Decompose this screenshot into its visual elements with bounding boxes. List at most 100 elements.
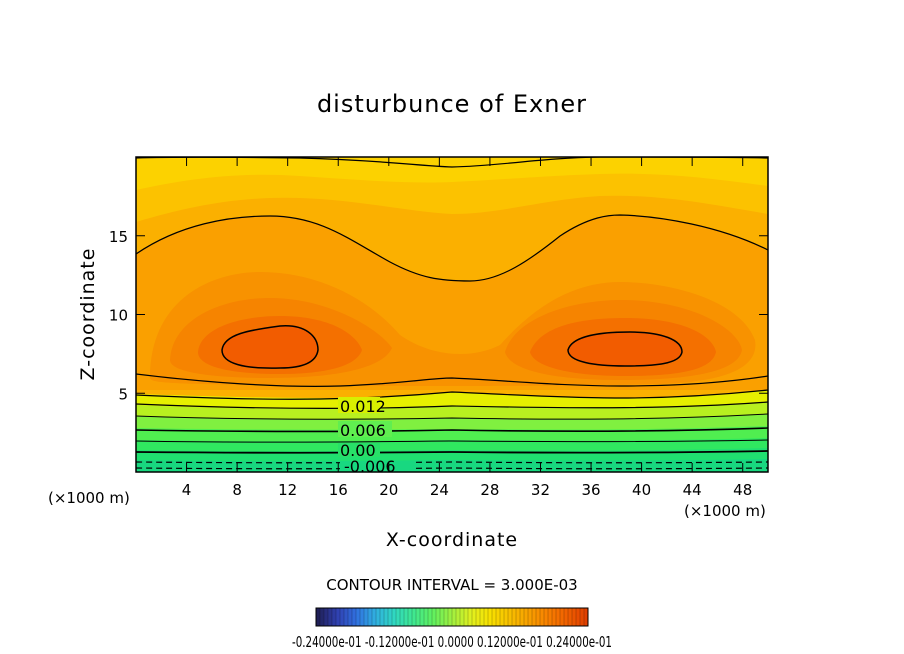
colorbar-swatch-15 (376, 608, 381, 626)
x-tick-label-48: 48 (733, 481, 752, 499)
colorbar-swatch-66 (580, 608, 585, 626)
contour-line-lower-2 (136, 389, 768, 400)
colorbar-swatch-63 (568, 608, 573, 626)
contour-field (136, 157, 768, 472)
colorbar-swatch-49 (512, 608, 517, 626)
colorbar-swatch-9 (352, 608, 357, 626)
y-axis: 5 10 15 (109, 228, 768, 403)
max-center-left (222, 325, 318, 369)
colorbar-swatch-13 (368, 608, 373, 626)
contour-line-000 (136, 450, 768, 454)
contour-label-0012: 0.012 (340, 397, 386, 416)
colorbar-swatch-46 (500, 608, 505, 626)
colorbar-swatch-52 (524, 608, 529, 626)
x-tick-label-36: 36 (581, 481, 600, 499)
colorbar-swatch-7 (344, 608, 349, 626)
colorbar-swatch-26 (420, 608, 425, 626)
colorbar-swatch-65 (576, 608, 581, 626)
colorbar-swatch-44 (492, 608, 497, 626)
x-tick-label-20: 20 (379, 481, 398, 499)
x-tick-label-24: 24 (430, 481, 449, 499)
colorbar-swatch-10 (356, 608, 361, 626)
x-tick-label-44: 44 (683, 481, 702, 499)
colorbar-swatch-40 (476, 608, 481, 626)
colorbar-swatch-25 (416, 608, 421, 626)
y-tick-label-10: 10 (109, 307, 128, 325)
colorbar-swatch-62 (564, 608, 569, 626)
colorbar-swatch-60 (556, 608, 561, 626)
contour-line-mid (136, 413, 768, 420)
colorbar-swatch-34 (452, 608, 457, 626)
colorbar-swatch-56 (540, 608, 545, 626)
contour-line-max-right (567, 331, 683, 367)
colorbar-swatch-33 (448, 608, 453, 626)
colorbar-swatch-28 (428, 608, 433, 626)
x-tick-label-28: 28 (480, 481, 499, 499)
colorbar-swatch-1 (320, 608, 325, 626)
colorbar-swatch-57 (544, 608, 549, 626)
colorbar-swatch-47 (504, 608, 509, 626)
colorbar-swatch-12 (364, 608, 369, 626)
colorbar-swatch-50 (516, 608, 521, 626)
colorbar-swatch-42 (484, 608, 489, 626)
colorbar-swatch-4 (332, 608, 337, 626)
colorbar-swatch-22 (404, 608, 409, 626)
x-tick-label-16: 16 (329, 481, 348, 499)
x-unit-right: (×1000 m) (684, 502, 766, 520)
contour-label-0006: 0.006 (340, 421, 386, 440)
colorbar-swatch-58 (548, 608, 553, 626)
colorbar-swatch-31 (440, 608, 445, 626)
colorbar-swatch-24 (412, 608, 417, 626)
colorbar-swatch-14 (372, 608, 377, 626)
x-tick-label-12: 12 (278, 481, 297, 499)
colorbar-swatch-2 (324, 608, 329, 626)
x-axis-label: X-coordinate (386, 529, 518, 551)
colorbar-swatch-43 (488, 608, 493, 626)
x-tick-label-40: 40 (632, 481, 651, 499)
contour-labels: 0.012 0.006 0.00 -0.006 (338, 397, 412, 476)
y-axis-label: Z-coordinate (77, 248, 99, 381)
contour-label-neg0006: -0.006 (344, 457, 396, 476)
colorbar-swatch-16 (380, 608, 385, 626)
colorbar-swatch-20 (396, 608, 401, 626)
contour-line-neg-0006 (136, 467, 768, 470)
colorbar-swatch-11 (360, 608, 365, 626)
y-tick-label-5: 5 (118, 385, 128, 403)
contour-lines (136, 157, 768, 470)
x-axis: 4 8 12 16 20 24 28 32 36 40 44 48 (182, 157, 752, 499)
contour-line-0012 (136, 401, 768, 410)
colorbar-swatch-54 (532, 608, 537, 626)
colorbar-swatch-30 (436, 608, 441, 626)
contour-line-upper (136, 214, 768, 282)
colorbar-swatch-59 (552, 608, 557, 626)
x-tick-label-32: 32 (531, 481, 550, 499)
colorbar-swatch-64 (572, 608, 577, 626)
y-tick-label-15: 15 (109, 228, 128, 246)
x-unit-left: (×1000 m) (48, 489, 130, 507)
colorbar-swatch-17 (384, 608, 389, 626)
colorbar-swatch-36 (460, 608, 465, 626)
colorbar-swatch-6 (340, 608, 345, 626)
colorbar-swatch-19 (392, 608, 397, 626)
colorbar-swatch-67 (584, 608, 589, 626)
colorbar-swatch-5 (336, 608, 341, 626)
colorbar-swatch-45 (496, 608, 501, 626)
colorbar-swatch-41 (480, 608, 485, 626)
max-center-right (568, 332, 682, 366)
colorbar-swatch-29 (432, 608, 437, 626)
colorbar-swatch-27 (424, 608, 429, 626)
x-tick-label-4: 4 (182, 481, 192, 499)
colorbar-swatch-35 (456, 608, 461, 626)
colorbar-frame (315, 607, 589, 627)
contour-label-000: 0.00 (340, 441, 376, 460)
colorbar-swatch-39 (472, 608, 477, 626)
colorbar-swatch-23 (408, 608, 413, 626)
contour-line-0003 (136, 439, 768, 443)
colorbar-swatch-18 (388, 608, 393, 626)
colorbar-swatch-53 (528, 608, 533, 626)
colorbar (315, 608, 589, 626)
colorbar-swatch-38 (468, 608, 473, 626)
colorbar-swatch-37 (464, 608, 469, 626)
contour-interval-label: CONTOUR INTERVAL = 3.000E-03 (326, 576, 577, 594)
